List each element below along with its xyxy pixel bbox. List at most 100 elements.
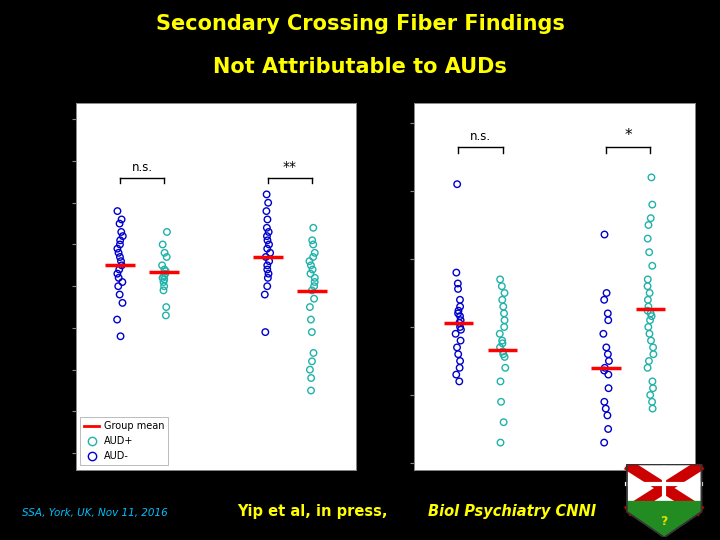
Point (498, 309, 510, 318)
Point (306, 286, 318, 295)
Point (304, 257, 315, 266)
Point (642, 282, 653, 291)
Point (116, 215, 127, 224)
Text: Not Attributable to AUDs: Not Attributable to AUDs (213, 57, 507, 77)
Point (602, 411, 613, 420)
Point (642, 234, 654, 243)
Point (305, 386, 317, 395)
Point (498, 302, 509, 311)
Point (647, 200, 658, 209)
Point (112, 244, 123, 253)
Point (647, 261, 658, 270)
Point (598, 397, 610, 406)
Point (161, 303, 172, 312)
Point (114, 265, 125, 274)
Text: n.s.: n.s. (470, 130, 491, 144)
Point (602, 309, 613, 318)
Text: **: ** (283, 160, 297, 174)
Point (599, 230, 611, 239)
Point (498, 350, 509, 359)
Point (259, 328, 271, 336)
Point (647, 350, 659, 359)
Point (452, 350, 464, 359)
Polygon shape (627, 464, 701, 537)
Point (306, 357, 318, 366)
Point (117, 232, 129, 240)
Point (117, 278, 128, 286)
Point (599, 363, 611, 372)
Point (450, 329, 462, 338)
Point (158, 272, 170, 280)
Point (264, 257, 275, 266)
Point (304, 303, 315, 312)
Point (262, 198, 274, 207)
Point (307, 240, 319, 249)
Point (499, 316, 510, 325)
Point (455, 316, 467, 325)
Point (455, 336, 467, 345)
Point (497, 336, 508, 345)
Point (112, 207, 123, 215)
Point (644, 248, 655, 256)
Point (159, 248, 171, 257)
Point (305, 261, 317, 269)
Point (261, 215, 273, 224)
Point (454, 377, 465, 386)
Point (306, 328, 318, 336)
Point (642, 295, 654, 304)
Point (261, 261, 273, 269)
Point (499, 353, 510, 361)
Point (114, 236, 126, 245)
Y-axis label: Anisotropy of primary fiber orientations (PVE1): Anisotropy of primary fiber orientations… (30, 164, 40, 409)
Legend: Group mean, AUD+, AUD-: Group mean, AUD+, AUD- (81, 417, 168, 465)
Point (498, 418, 509, 427)
Point (454, 363, 465, 372)
Point (160, 267, 171, 275)
Point (451, 180, 463, 188)
Point (647, 377, 658, 386)
Point (309, 274, 320, 282)
Point (114, 332, 126, 341)
Point (495, 343, 506, 352)
Point (158, 275, 170, 284)
Point (113, 248, 125, 257)
Point (309, 248, 320, 257)
Point (115, 228, 127, 237)
Point (160, 269, 171, 278)
Point (157, 274, 168, 282)
Point (114, 219, 125, 228)
Point (161, 228, 173, 237)
Point (647, 384, 659, 393)
Point (500, 363, 511, 372)
Point (603, 424, 614, 433)
Point (646, 312, 657, 320)
Point (453, 306, 464, 315)
Point (261, 282, 273, 291)
Point (454, 319, 465, 327)
Point (161, 253, 173, 261)
Point (158, 278, 169, 286)
Point (603, 357, 615, 366)
Point (495, 397, 507, 406)
Point (264, 248, 276, 257)
Text: n.s.: n.s. (132, 161, 153, 174)
Point (263, 228, 274, 237)
Point (259, 290, 271, 299)
Point (114, 240, 126, 249)
Point (497, 347, 508, 356)
Point (600, 343, 612, 352)
Point (112, 282, 124, 291)
Point (261, 265, 273, 274)
Point (261, 224, 273, 232)
Point (645, 336, 657, 345)
Text: *: * (624, 129, 632, 144)
Point (117, 299, 128, 307)
Point (496, 282, 508, 291)
Point (160, 311, 171, 320)
Point (305, 374, 317, 382)
Point (454, 357, 466, 366)
Point (305, 315, 317, 324)
Point (642, 363, 653, 372)
Point (598, 366, 610, 375)
Point (115, 257, 127, 266)
